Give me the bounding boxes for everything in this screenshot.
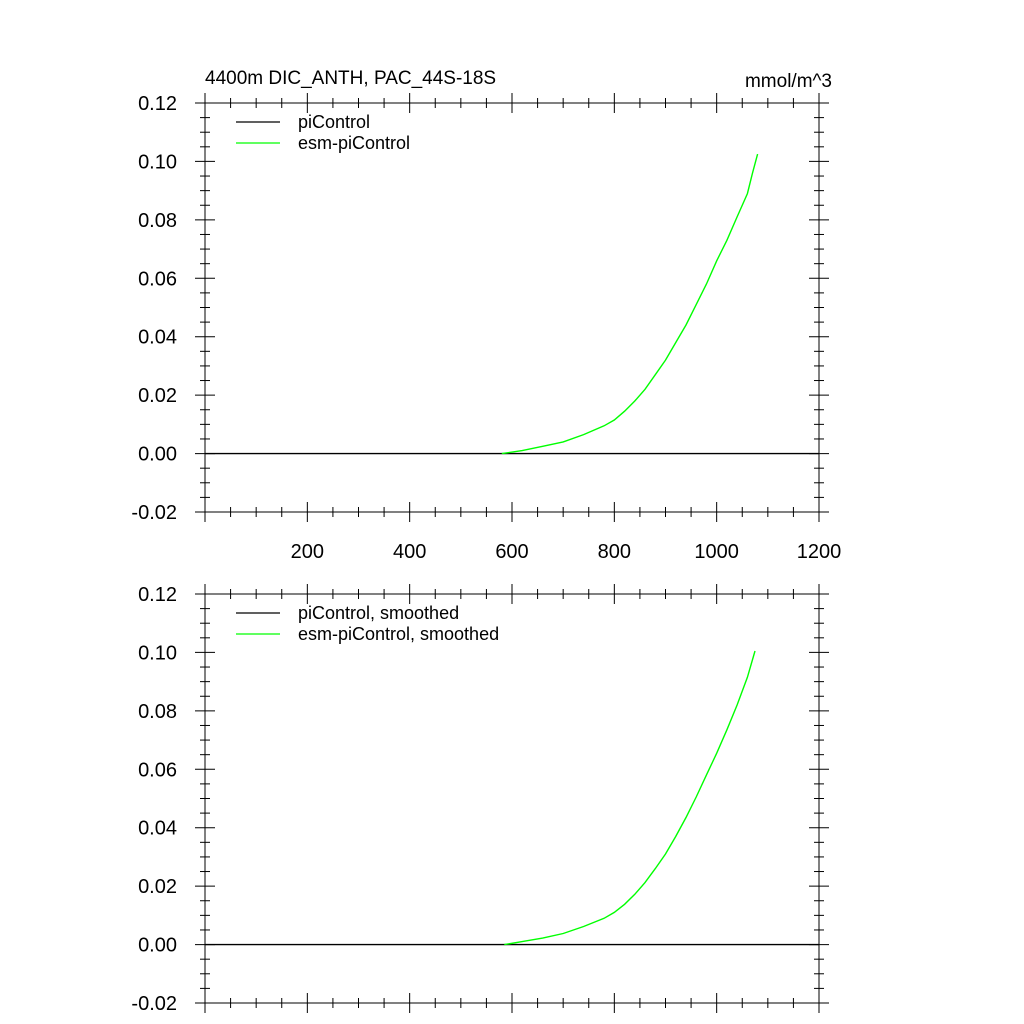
y-tick-label: 0.12 [138, 584, 177, 606]
data-series [205, 650, 819, 946]
y-tick-label: 0.00 [138, 935, 177, 957]
y-tick-label: 0.06 [138, 268, 177, 290]
y-tick-label: -0.02 [131, 502, 177, 524]
y-tick-label: -0.02 [131, 993, 177, 1015]
legend-label-picontrol-smoothed: piControl, smoothed [298, 603, 459, 623]
x-tick-label: 1000 [694, 541, 739, 563]
chart-legend: piControl, smoothed esm-piControl, smoot… [236, 603, 499, 644]
bottom-chart-panel: 0.12 0.10 0.08 0.06 0.04 0.02 0.00 -0.02 piCont… [131, 584, 829, 1015]
y-tick-label: 0.06 [138, 759, 177, 781]
series-line-1 [501, 153, 759, 455]
legend-label-esm-picontrol-smoothed: esm-piControl, smoothed [298, 624, 499, 644]
y-tick-label: 0.00 [138, 444, 177, 466]
y-tick-label: 0.02 [138, 385, 177, 407]
axis-ticks [195, 93, 829, 522]
legend-label-esm-picontrol: esm-piControl [298, 133, 410, 153]
y-tick-label: 0.10 [138, 642, 177, 664]
y-tick-label: 0.08 [138, 701, 177, 723]
x-tick-label: 600 [495, 541, 528, 563]
legend-label-picontrol: piControl [298, 112, 370, 132]
plot-frame [204, 593, 820, 1004]
y-tick-label: 0.04 [138, 327, 177, 349]
y-tick-label: 0.10 [138, 151, 177, 173]
plot-frame [204, 102, 820, 513]
y-tick-label: 0.08 [138, 210, 177, 232]
axis-ticks [195, 584, 829, 1013]
series-line-1 [504, 650, 756, 946]
top-chart-panel: 4400m DIC_ANTH, PAC_44S-18S mmol/m^3 0.1… [131, 68, 841, 563]
x-tick-label: 400 [393, 541, 426, 563]
chart-legend: piControl esm-piControl [236, 112, 410, 153]
x-tick-label: 200 [291, 541, 324, 563]
y-tick-label: 0.12 [138, 93, 177, 115]
x-tick-label: 1200 [797, 541, 842, 563]
chart-units-label: mmol/m^3 [745, 71, 832, 92]
y-axis-tick-labels: 0.12 0.10 0.08 0.06 0.04 0.02 0.00 -0.02 [131, 584, 177, 1015]
x-axis-tick-labels: 200 400 600 800 1000 1200 [291, 541, 842, 563]
y-tick-label: 0.02 [138, 876, 177, 898]
chart-title: 4400m DIC_ANTH, PAC_44S-18S [205, 68, 496, 89]
data-series [205, 153, 819, 455]
x-tick-label: 800 [598, 541, 631, 563]
y-axis-tick-labels: 0.12 0.10 0.08 0.06 0.04 0.02 0.00 -0.02 [131, 93, 177, 524]
y-tick-label: 0.04 [138, 818, 177, 840]
